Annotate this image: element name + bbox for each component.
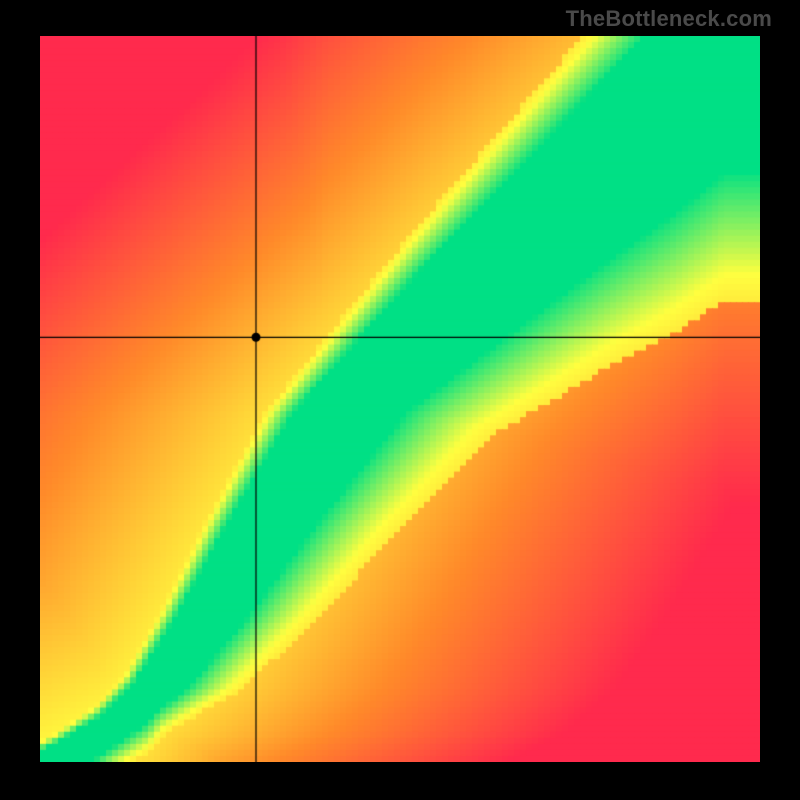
bottleneck-heatmap [40, 36, 760, 762]
chart-container: TheBottleneck.com [0, 0, 800, 800]
watermark-text: TheBottleneck.com [566, 6, 772, 32]
